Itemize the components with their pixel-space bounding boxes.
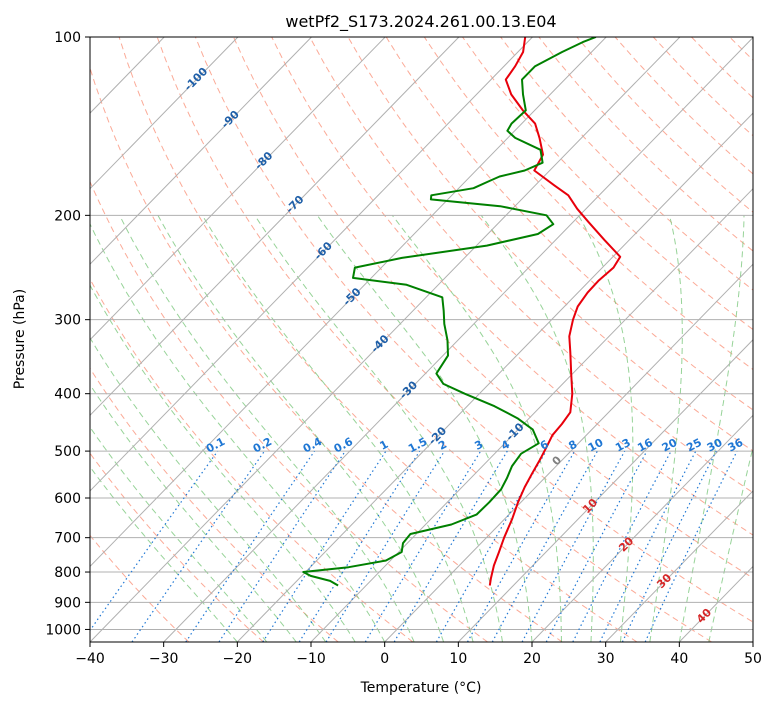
mixing-ratio-line [131, 450, 265, 642]
moist-adiabat-line [90, 284, 356, 642]
x-tick-label: −20 [223, 651, 253, 667]
x-axis-label: Temperature (°C) [360, 680, 482, 696]
temperature-line [488, 37, 622, 586]
mixing-ratio-label: 25 [684, 436, 704, 455]
moist-adiabat-line [316, 215, 533, 642]
axis-tick-layer: −40 −30 −20 −10 0 10 20 30 40 50 100 200 300 400 500 60… [45, 30, 762, 667]
dry-adiabat-line [347, 37, 753, 452]
mixing-ratio-line [185, 450, 315, 642]
y-tick-label: 1000 [45, 622, 81, 638]
isotherm-line [163, 37, 753, 642]
isotherm-line [531, 414, 753, 642]
chart-title: wetPf2_S173.2024.261.00.13.E04 [285, 12, 556, 32]
dry-adiabat-line [309, 37, 753, 494]
isotherm-line [605, 490, 753, 642]
moist-adiabat-line [201, 215, 474, 642]
mixing-ratio-line [218, 450, 346, 642]
x-tick-label: 40 [670, 651, 688, 667]
mixing-ratio-line [644, 450, 738, 642]
isotherm-line [90, 37, 239, 190]
x-tick-label: −10 [296, 651, 326, 667]
y-tick-label: 900 [54, 595, 81, 611]
mixing-ratio-line [90, 450, 219, 632]
dry-adiabat-line [90, 180, 488, 642]
x-tick-label: 0 [380, 651, 389, 667]
mixing-ratio-label: 13 [613, 436, 633, 455]
isotherm-line [236, 112, 753, 642]
y-tick-label: 100 [54, 30, 81, 46]
moist-adiabat-line [678, 215, 745, 642]
mixing-ratio-line [521, 450, 626, 642]
mixing-ratio-line [325, 450, 446, 642]
isotherm-line [90, 37, 681, 642]
isotherm-line [384, 263, 753, 642]
isotherm-line [457, 339, 753, 642]
y-tick-label: 300 [54, 313, 81, 329]
moist-adiabat-line [578, 215, 634, 642]
profile-line-layer [302, 37, 622, 587]
plot-frame [89, 36, 754, 643]
x-tick-label: −40 [75, 651, 105, 667]
x-tick-label: −30 [149, 651, 179, 667]
y-tick-label: 400 [54, 387, 81, 403]
dry-adiabat-line [90, 452, 264, 642]
isotherm-line [310, 187, 753, 642]
moist-adiabat-line [391, 214, 562, 642]
mixing-ratio-label: 20 [660, 436, 680, 455]
mixing-ratio-label: 36 [726, 436, 746, 455]
isotherm-line [90, 37, 460, 417]
mixing-ratio-line [364, 450, 482, 642]
x-tick-label: 20 [523, 651, 541, 667]
mixing-ratio-line [298, 450, 421, 642]
moist-adiabat-line [480, 215, 594, 642]
mixing-ratio-line [262, 450, 387, 642]
moist-adiabat-line [90, 383, 297, 642]
moist-adiabat-line [157, 215, 445, 642]
y-tick-label: 200 [54, 208, 81, 224]
y-tick-label: 500 [54, 444, 81, 460]
x-tick-label: 50 [744, 651, 762, 667]
y-tick-label: 700 [54, 531, 81, 547]
mixing-ratio-label: 10 [586, 436, 606, 455]
moist-adiabat-line [90, 336, 327, 642]
dry-adiabat-line [118, 37, 638, 642]
moist-adiabat-line [649, 215, 683, 642]
dry-adiabat-line [385, 37, 753, 411]
mixing-ratio-label: 30 [705, 436, 725, 455]
x-tick-label: 10 [449, 651, 467, 667]
isotherm-line [90, 37, 533, 492]
y-axis-label: Pressure (hPa) [12, 289, 28, 389]
y-tick-label: 800 [54, 565, 81, 581]
dry-adiabat-line [233, 37, 753, 579]
x-tick-label: 30 [597, 651, 615, 667]
dry-adiabat-line [194, 37, 753, 623]
mixing-ratio-line [393, 450, 508, 642]
isotherm-line [90, 37, 312, 265]
mixing-ratio-line [599, 450, 697, 642]
y-tick-label: 600 [54, 491, 81, 507]
moist-adiabat-line [90, 222, 386, 642]
moist-adiabat-line [119, 215, 415, 642]
mixing-ratio-line [621, 450, 717, 642]
isotherm-line [90, 37, 607, 568]
dry-adiabat-line [90, 66, 563, 642]
mixing-ratio-label: 16 [635, 436, 655, 455]
dewpoint-line [302, 37, 597, 587]
